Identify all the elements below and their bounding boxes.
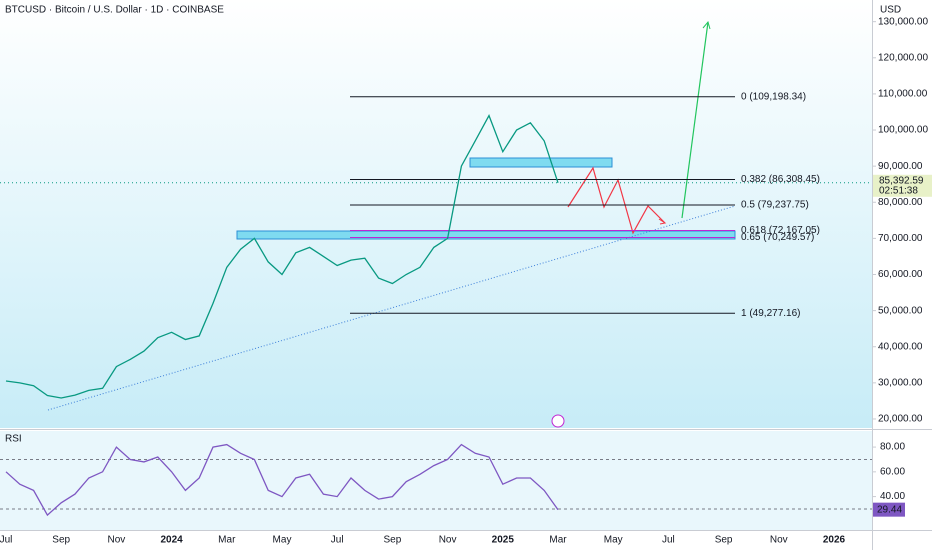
arrow-head — [658, 218, 667, 225]
y-tick-label: 100,000.00 — [878, 125, 928, 136]
x-tick-label: Sep — [715, 535, 733, 546]
x-tick-label: Mar — [549, 535, 567, 546]
rsi-value-label: 29.44 — [877, 504, 902, 515]
x-tick-label: 2026 — [823, 535, 846, 546]
fib-label: 0 (109,198.34) — [741, 91, 806, 102]
y-tick-label: 120,000.00 — [878, 52, 928, 63]
y-tick-label: 130,000.00 — [878, 16, 928, 27]
fib-label: 0.65 (70,249.57) — [741, 232, 814, 243]
fib-label: 1 (49,277.16) — [741, 308, 801, 319]
fib-label: 0.618 (72,167.05) — [741, 225, 820, 236]
y-tick-label: 40.00 — [880, 491, 905, 502]
x-tick-label: May — [273, 535, 292, 546]
x-tick-label: Sep — [384, 535, 402, 546]
y-tick-label: 20,000.00 — [878, 414, 923, 425]
y-tick-label: 90,000.00 — [878, 161, 923, 172]
x-tick-label: Jul — [0, 535, 12, 546]
fib-label: 0.382 (86,308.45) — [741, 174, 820, 185]
trend-line — [47, 205, 736, 411]
rsi-title: RSI — [5, 434, 22, 445]
x-tick-label: Nov — [439, 535, 457, 546]
fib-label: 0.5 (79,237.75) — [741, 200, 809, 211]
series-line — [5, 114, 559, 399]
x-tick-label: Sep — [52, 535, 70, 546]
currency-label: USD — [880, 5, 901, 16]
y-tick-label: 80.00 — [880, 442, 905, 453]
x-tick-label: 2024 — [160, 535, 183, 546]
chart-title: BTCUSD · Bitcoin / U.S. Dollar · 1D · CO… — [5, 5, 224, 16]
y-tick-label: 60,000.00 — [878, 269, 923, 280]
y-tick-label: 60.00 — [880, 466, 905, 477]
arrow-head — [702, 20, 711, 30]
x-tick-label: Nov — [108, 535, 126, 546]
x-tick-label: Mar — [218, 535, 236, 546]
target-arrow — [681, 21, 709, 219]
x-tick-label: Jul — [662, 535, 675, 546]
projection-path — [567, 166, 666, 235]
zone-box — [469, 157, 613, 168]
x-tick-label: May — [604, 535, 623, 546]
last-price-label: 85,392.59 — [879, 175, 924, 186]
y-tick-label: 110,000.00 — [878, 89, 928, 100]
y-tick-label: 40,000.00 — [878, 341, 923, 352]
y-tick-label: 50,000.00 — [878, 305, 923, 316]
y-tick-label: 70,000.00 — [878, 233, 923, 244]
y-tick-label: 80,000.00 — [878, 197, 923, 208]
rsi-value-box — [873, 502, 905, 517]
series-line — [5, 443, 559, 517]
countdown-label: 02:51:38 — [879, 185, 918, 196]
x-tick-label: Jul — [331, 535, 344, 546]
x-tick-label: Nov — [770, 535, 788, 546]
rsi-pane — [0, 431, 872, 530]
y-tick-label: 30,000.00 — [878, 377, 923, 388]
price-pane — [0, 0, 872, 428]
x-tick-label: 2025 — [492, 535, 515, 546]
event-icon[interactable] — [551, 414, 565, 428]
last-price-box — [873, 174, 932, 197]
